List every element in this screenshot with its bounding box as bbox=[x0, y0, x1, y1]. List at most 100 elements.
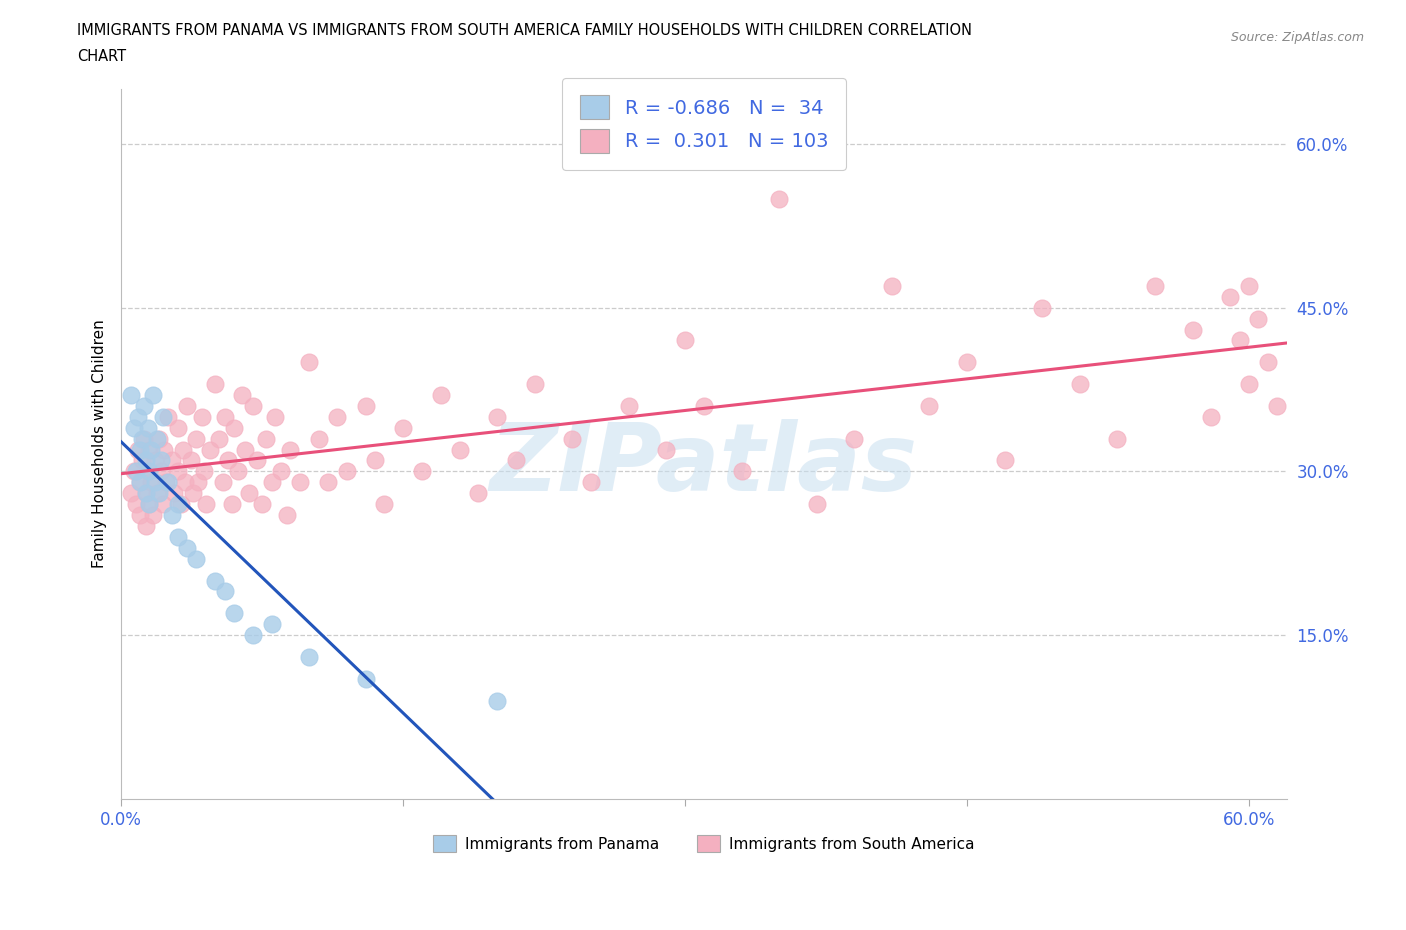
Point bbox=[693, 398, 716, 413]
Point bbox=[221, 497, 243, 512]
Point bbox=[124, 420, 146, 435]
Point bbox=[194, 497, 217, 512]
Point bbox=[768, 191, 790, 206]
Point bbox=[127, 442, 149, 457]
Point bbox=[176, 540, 198, 555]
Point bbox=[523, 377, 546, 392]
Point bbox=[149, 464, 172, 479]
Point bbox=[166, 420, 188, 435]
Point bbox=[617, 398, 640, 413]
Point bbox=[264, 409, 287, 424]
Point bbox=[673, 333, 696, 348]
Point bbox=[149, 453, 172, 468]
Point bbox=[880, 278, 903, 293]
Point bbox=[148, 485, 170, 500]
Point bbox=[1031, 300, 1053, 315]
Point bbox=[276, 508, 298, 523]
Point bbox=[152, 497, 174, 512]
Point bbox=[155, 475, 177, 490]
Point bbox=[1069, 377, 1091, 392]
Point bbox=[242, 398, 264, 413]
Point bbox=[354, 398, 377, 413]
Text: ZIPatlas: ZIPatlas bbox=[489, 419, 918, 512]
Point bbox=[180, 453, 202, 468]
Point bbox=[157, 409, 180, 424]
Point bbox=[138, 442, 160, 457]
Point bbox=[132, 432, 155, 446]
Point bbox=[308, 432, 330, 446]
Point bbox=[125, 497, 148, 512]
Point bbox=[326, 409, 349, 424]
Point bbox=[288, 475, 311, 490]
Point bbox=[160, 508, 183, 523]
Point bbox=[124, 464, 146, 479]
Point bbox=[260, 617, 283, 631]
Point bbox=[231, 388, 253, 403]
Point bbox=[129, 508, 152, 523]
Point bbox=[136, 420, 159, 435]
Point bbox=[956, 355, 979, 370]
Point bbox=[250, 497, 273, 512]
Point bbox=[163, 485, 186, 500]
Point bbox=[217, 453, 239, 468]
Point bbox=[132, 398, 155, 413]
Point bbox=[141, 475, 163, 490]
Point bbox=[152, 409, 174, 424]
Point bbox=[143, 453, 166, 468]
Point bbox=[160, 453, 183, 468]
Point bbox=[127, 409, 149, 424]
Point bbox=[486, 409, 509, 424]
Point bbox=[238, 485, 260, 500]
Point bbox=[364, 453, 387, 468]
Point bbox=[373, 497, 395, 512]
Point bbox=[138, 497, 160, 512]
Point bbox=[222, 420, 245, 435]
Point bbox=[146, 432, 169, 446]
Point bbox=[131, 453, 153, 468]
Point bbox=[214, 584, 236, 599]
Point bbox=[138, 497, 160, 512]
Point bbox=[166, 497, 188, 512]
Point bbox=[129, 442, 152, 457]
Point bbox=[1247, 312, 1270, 326]
Point bbox=[1201, 409, 1223, 424]
Point bbox=[181, 485, 204, 500]
Point bbox=[143, 475, 166, 490]
Point bbox=[120, 485, 142, 500]
Point bbox=[120, 388, 142, 403]
Point bbox=[208, 432, 231, 446]
Point bbox=[316, 475, 339, 490]
Y-axis label: Family Households with Children: Family Households with Children bbox=[93, 320, 107, 568]
Point bbox=[176, 398, 198, 413]
Point bbox=[135, 453, 157, 468]
Point bbox=[298, 355, 321, 370]
Point bbox=[254, 432, 277, 446]
Point bbox=[392, 420, 415, 435]
Point bbox=[806, 497, 828, 512]
Point bbox=[242, 628, 264, 643]
Legend: Immigrants from Panama, Immigrants from South America: Immigrants from Panama, Immigrants from … bbox=[427, 829, 981, 858]
Point bbox=[142, 388, 165, 403]
Point bbox=[135, 519, 157, 534]
Point bbox=[486, 693, 509, 708]
Point bbox=[135, 485, 157, 500]
Text: CHART: CHART bbox=[77, 49, 127, 64]
Point bbox=[298, 649, 321, 664]
Point bbox=[198, 442, 221, 457]
Point bbox=[1181, 322, 1204, 337]
Point bbox=[142, 508, 165, 523]
Point bbox=[1219, 289, 1241, 304]
Point bbox=[1229, 333, 1251, 348]
Point bbox=[170, 497, 193, 512]
Point bbox=[260, 475, 283, 490]
Point bbox=[135, 485, 157, 500]
Point bbox=[129, 475, 152, 490]
Point bbox=[561, 432, 583, 446]
Point bbox=[429, 388, 451, 403]
Point bbox=[354, 671, 377, 686]
Point bbox=[125, 464, 148, 479]
Point bbox=[214, 409, 236, 424]
Point bbox=[336, 464, 359, 479]
Point bbox=[186, 551, 208, 566]
Point bbox=[222, 605, 245, 620]
